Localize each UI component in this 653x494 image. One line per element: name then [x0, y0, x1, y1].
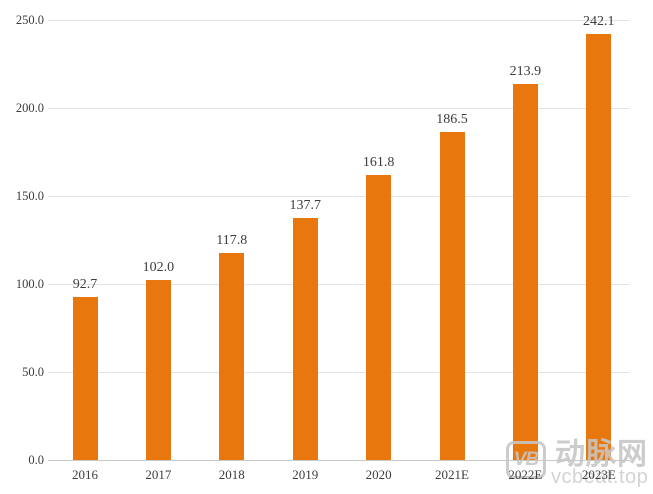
- bar: [292, 217, 318, 460]
- bar: [366, 175, 392, 460]
- x-axis-tick-label: 2021E: [435, 467, 469, 482]
- y-axis-tick-label: 150.0: [15, 189, 44, 203]
- x-axis-tick-label: 2023E: [581, 467, 616, 482]
- x-axis-tick-label: 2020: [365, 467, 392, 482]
- y-axis-tick-label: 200.0: [15, 101, 44, 115]
- bar: [219, 252, 245, 460]
- x-axis-tick-label: 2022E: [508, 467, 543, 482]
- bar: [145, 280, 171, 460]
- gridline: [48, 284, 630, 285]
- x-axis-line: [48, 460, 630, 461]
- bar-value-label: 92.7: [72, 276, 98, 292]
- gridline: [48, 196, 630, 197]
- y-axis-tick-label: 100.0: [15, 277, 44, 291]
- bar-value-label: 102.0: [142, 260, 175, 276]
- bar-value-label: 242.1: [583, 13, 615, 29]
- gridline: [48, 20, 630, 21]
- x-axis-tick-label: 2017: [145, 467, 172, 482]
- x-axis-tick-label: 2019: [292, 467, 319, 482]
- y-axis-tick-label: 50.0: [22, 365, 44, 379]
- x-axis-tick-label: 2018: [218, 467, 245, 482]
- x-axis-tick-label: 2016: [72, 467, 98, 482]
- bar-value-label: 186.5: [436, 111, 468, 127]
- bar: [512, 83, 538, 460]
- gridline: [48, 372, 630, 373]
- bar-value-label: 213.9: [509, 63, 542, 79]
- bar-value-label: 117.8: [216, 232, 248, 248]
- bar-value-label: 137.7: [289, 197, 321, 213]
- y-axis-tick-label: 250.0: [15, 13, 44, 27]
- y-axis-tick-label: 0.0: [28, 453, 44, 467]
- bar: [72, 296, 98, 460]
- gridline: [48, 108, 630, 109]
- bar: [439, 131, 465, 460]
- bar: [586, 33, 612, 460]
- bar-value-label: 161.8: [362, 155, 395, 171]
